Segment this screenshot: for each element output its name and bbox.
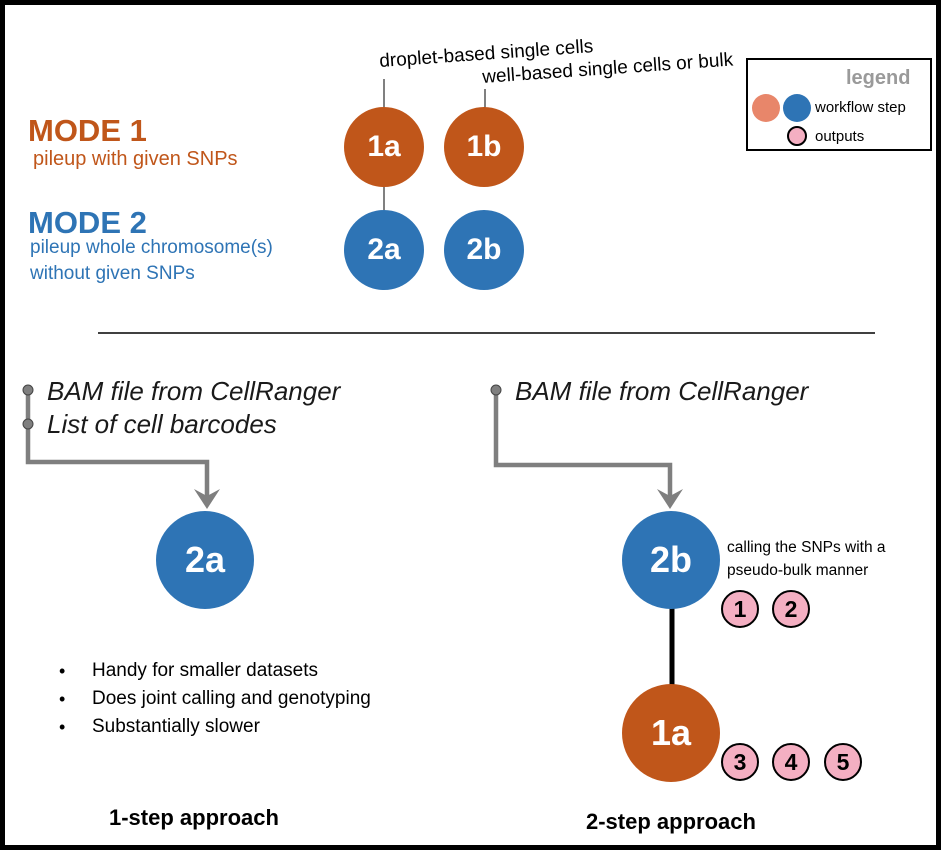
left-arrowhead <box>194 489 220 509</box>
mode-1-title: MODE 1 <box>28 113 147 148</box>
legend-blue-swatch <box>783 94 811 122</box>
two-step-node-2b: 2b <box>622 511 720 609</box>
bullet-item: Does joint calling and genotyping <box>57 685 371 713</box>
mode-2-description-line-1: pileup whole chromosome(s) <box>30 237 273 258</box>
output-badge: 4 <box>772 743 810 781</box>
legend-outputs-label: outputs <box>815 128 865 145</box>
legend-pink-swatch <box>787 126 807 146</box>
one-step-title: 1-step approach <box>109 805 279 830</box>
legend-box: legend workflow step outputs <box>746 58 932 151</box>
mode-2-description-line-2: without given SNPs <box>30 263 195 284</box>
right-arrowhead <box>657 489 683 509</box>
connector-layer <box>22 79 875 687</box>
right-input-dot <box>490 384 502 396</box>
node-2b: 2b <box>444 210 524 290</box>
mode-2-title: MODE 2 <box>28 205 147 240</box>
two-step-node-1a: 1a <box>622 684 720 782</box>
one-step-node-2a: 2a <box>156 511 254 609</box>
output-badge: 3 <box>721 743 759 781</box>
left-input-dot-2 <box>22 418 34 430</box>
two-step-title: 2-step approach <box>586 809 756 834</box>
output-badge: 1 <box>721 590 759 628</box>
one-step-input-barcodes: List of cell barcodes <box>47 409 277 439</box>
legend-workflow-label: workflow step <box>815 99 906 116</box>
two-step-input-bam: BAM file from CellRanger <box>515 376 809 406</box>
right-flow-arrow <box>493 390 673 497</box>
bullet-item: Handy for smaller datasets <box>57 657 371 685</box>
two-step-note-line-1: calling the SNPs with a <box>727 539 886 556</box>
legend-orange-swatch <box>752 94 780 122</box>
two-step-note-line-2: pseudo-bulk manner <box>727 562 869 579</box>
left-input-dot-1 <box>22 384 34 396</box>
mode-1-description: pileup with given SNPs <box>33 148 238 170</box>
output-badge: 5 <box>824 743 862 781</box>
node-1a: 1a <box>344 107 424 187</box>
one-step-input-bam: BAM file from CellRanger <box>47 376 341 406</box>
bullet-item: Substantially slower <box>57 713 371 741</box>
node-2a: 2a <box>344 210 424 290</box>
output-badge: 2 <box>772 590 810 628</box>
legend-title: legend <box>846 67 911 89</box>
one-step-bullet-list: Handy for smaller datasets Does joint ca… <box>57 657 371 741</box>
node-1b: 1b <box>444 107 524 187</box>
